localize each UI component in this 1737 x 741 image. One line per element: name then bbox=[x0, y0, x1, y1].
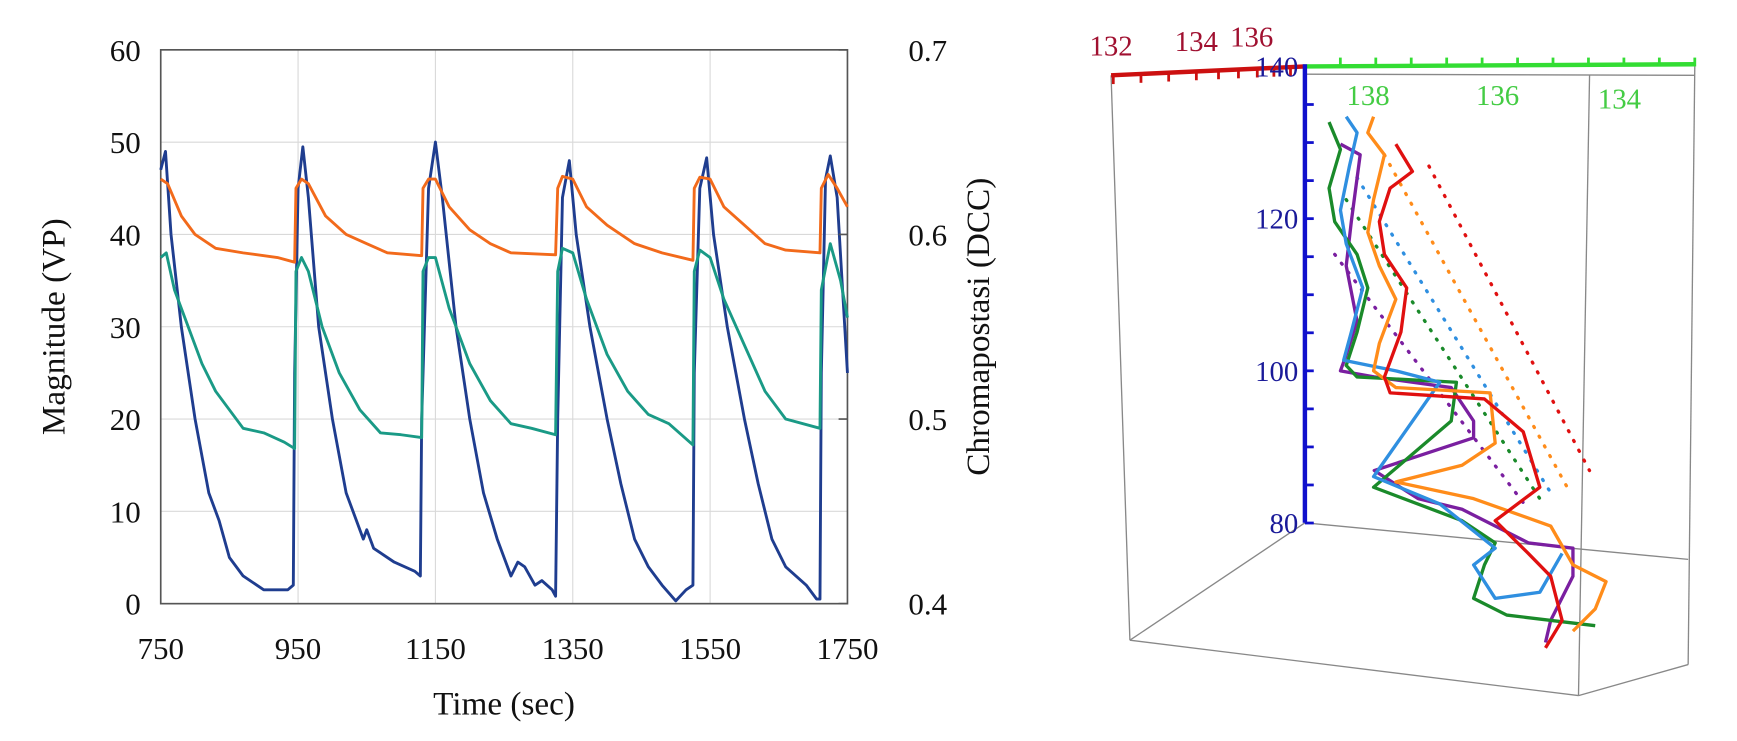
y-tick-label: 60 bbox=[110, 33, 141, 68]
series-group bbox=[159, 140, 849, 603]
x-axis-label: Time (sec) bbox=[433, 685, 575, 722]
3d-trajectory-chart: 132 134 136 138 136 134 140 120 100 80 bbox=[1089, 22, 1697, 697]
box-edge bbox=[1304, 522, 1689, 561]
red-axis-tick-label: 136 bbox=[1230, 22, 1273, 54]
x-tick-label: 1550 bbox=[679, 631, 741, 666]
x-tick-label: 950 bbox=[275, 631, 322, 666]
y-tick-label: 50 bbox=[110, 125, 141, 160]
blue-axis-tick-label: 100 bbox=[1255, 356, 1298, 388]
y2-tick-label: 0.4 bbox=[908, 587, 947, 622]
trace-0 bbox=[1338, 142, 1575, 643]
blue-axis-tick-label: 120 bbox=[1255, 204, 1298, 236]
series-line-0 bbox=[159, 140, 849, 603]
green-axis-tick-label: 134 bbox=[1598, 84, 1641, 116]
trace-3 bbox=[1366, 116, 1608, 633]
red-axis-tick-label: 132 bbox=[1089, 30, 1132, 62]
box-edge bbox=[1110, 75, 1131, 641]
trace-1 bbox=[1327, 121, 1596, 628]
trace-return-dotted-3 bbox=[1382, 153, 1569, 489]
y2-tick-label: 0.5 bbox=[908, 402, 947, 437]
trace-return-dotted-4 bbox=[1427, 164, 1592, 473]
y2-axis-label: Chromapostasi (DCC) bbox=[960, 178, 997, 476]
box-edge bbox=[1304, 73, 1695, 76]
blue-axis-tick-label: 140 bbox=[1255, 51, 1298, 83]
y-axis-label: Magnitude (VP) bbox=[35, 218, 72, 435]
y-tick-label: 10 bbox=[110, 494, 141, 529]
box-edge bbox=[1577, 75, 1591, 696]
series-line-1 bbox=[159, 173, 849, 264]
y-tick-label: 0 bbox=[125, 587, 140, 622]
gridlines bbox=[160, 49, 848, 604]
green-axis-tick-label: 138 bbox=[1346, 80, 1389, 112]
trace-4 bbox=[1377, 143, 1564, 649]
plot-area-frame bbox=[159, 49, 849, 605]
trace-2 bbox=[1338, 115, 1564, 600]
blue-axis-tick-label: 80 bbox=[1269, 508, 1298, 540]
time-series-chart: 0 10 20 30 40 50 60 750 950 1150 1350 1550 1750 0.4 0.… bbox=[35, 33, 997, 722]
green-axis-tick-label: 136 bbox=[1476, 80, 1519, 112]
box-edge bbox=[1578, 663, 1689, 697]
series-line-2 bbox=[159, 242, 849, 451]
box-edge bbox=[1129, 639, 1579, 697]
y-tick-label: 20 bbox=[110, 402, 141, 437]
green-axis bbox=[1304, 62, 1695, 69]
box-edge bbox=[1687, 66, 1696, 665]
x-tick-label: 750 bbox=[137, 631, 183, 666]
x-tick-label: 1750 bbox=[816, 631, 878, 666]
red-axis-tick-label: 134 bbox=[1175, 26, 1218, 58]
x-tick-label: 1150 bbox=[405, 631, 466, 666]
3d-axes: 132 134 136 138 136 134 140 120 100 80 bbox=[1089, 22, 1697, 540]
y-tick-label: 40 bbox=[110, 218, 141, 253]
trace-return-dotted-0 bbox=[1333, 252, 1531, 511]
y2-tick-label: 0.7 bbox=[908, 33, 947, 68]
trajectory-traces bbox=[1327, 115, 1608, 649]
y-tick-label: 30 bbox=[110, 310, 141, 345]
trace-return-dotted-1 bbox=[1344, 197, 1542, 501]
x-tick-label: 1350 bbox=[542, 631, 604, 666]
y2-tick-label: 0.6 bbox=[908, 218, 947, 253]
3d-box-wireframe bbox=[1110, 66, 1696, 697]
box-edge bbox=[1129, 522, 1306, 641]
tick-labels: 0 10 20 30 40 50 60 750 950 1150 1350 1550 1750 0.4 0.… bbox=[110, 33, 948, 666]
